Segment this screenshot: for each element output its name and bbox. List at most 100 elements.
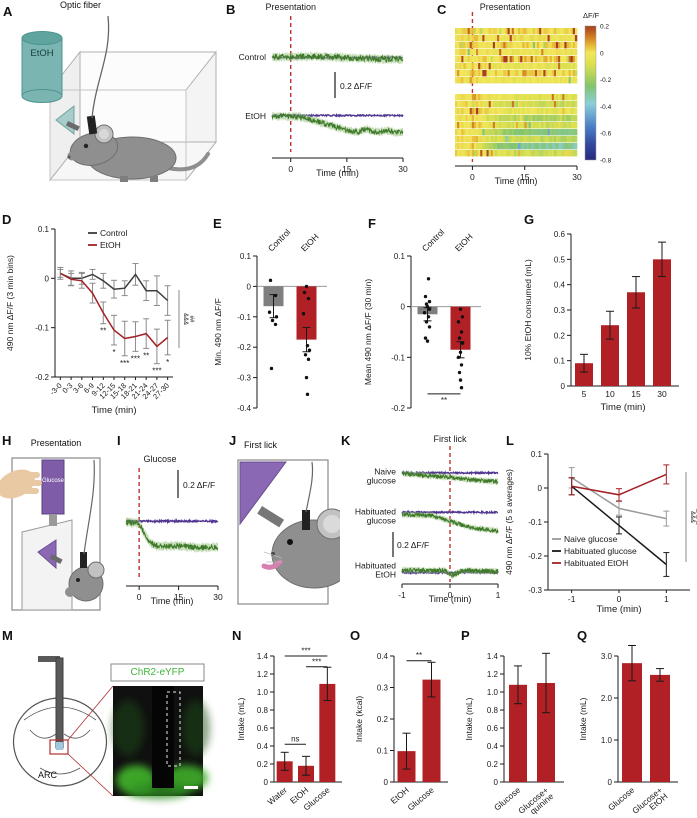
svg-text:0.6: 0.6 (554, 230, 566, 239)
panel-q: 0 1.0 2.0 3.0 Intake (mL) Glucose Glucose+EtOH (572, 628, 697, 818)
svg-text:1.4: 1.4 (257, 652, 269, 661)
panel-k-traces-chart: First lick Naive glucose Habituated glucose H… (355, 434, 501, 604)
svg-text:15: 15 (520, 172, 530, 182)
svg-text:EtOH: EtOH (100, 240, 121, 250)
svg-text:-0.8: -0.8 (600, 158, 612, 165)
svg-text:-0.6: -0.6 (600, 131, 612, 138)
svg-text:0.2 ΔF/F: 0.2 ΔF/F (397, 540, 429, 550)
scale-bar (184, 786, 198, 789)
svg-text:Control: Control (239, 52, 267, 62)
panel-label-e: E (213, 216, 222, 231)
presentation-illustration (0, 457, 105, 611)
svg-text:0.2: 0.2 (377, 715, 389, 724)
svg-text:Habituated glucose: Habituated glucose (564, 546, 637, 556)
svg-text:0.4: 0.4 (257, 742, 269, 751)
svg-text:Presentation: Presentation (480, 2, 531, 12)
optic-fiber-label: Optic fiber (60, 0, 102, 10)
svg-text:0.4: 0.4 (487, 742, 499, 751)
svg-text:0.5: 0.5 (554, 255, 566, 264)
svg-text:Habituated EtOH: Habituated EtOH (564, 558, 628, 568)
svg-text:1: 1 (496, 590, 501, 600)
arc-zoom-box (49, 739, 69, 755)
svg-text:0.2: 0.2 (554, 331, 566, 340)
svg-text:***: *** (301, 647, 310, 656)
svg-text:-0.4: -0.4 (600, 104, 612, 111)
svg-text:Mean 490 nm ΔF/F (30 min): Mean 490 nm ΔF/F (30 min) (363, 279, 373, 385)
svg-text:Intake (mL): Intake (mL) (464, 697, 474, 740)
panel-label-m: M (2, 628, 13, 643)
svg-text:1.0: 1.0 (257, 688, 269, 697)
svg-text:30: 30 (657, 389, 667, 399)
svg-text:0.1: 0.1 (394, 252, 406, 261)
svg-text:0.1: 0.1 (554, 357, 566, 366)
svg-text:***: *** (152, 367, 161, 376)
panel-label-o: O (350, 628, 361, 643)
svg-text:0: 0 (45, 274, 50, 283)
svg-text:-0.3: -0.3 (528, 586, 542, 595)
svg-text:0.1: 0.1 (38, 225, 50, 234)
svg-text:First lick: First lick (434, 434, 467, 444)
svg-text:0.2: 0.2 (257, 760, 269, 769)
panel-i: Glucose 0.2 ΔF/F 0 15 30 Time (min) (112, 432, 238, 628)
svg-text:-0.4: -0.4 (237, 404, 251, 413)
etoh-bottle (21, 37, 63, 97)
svg-text:Control: Control (266, 227, 293, 254)
panel-label-j: J (229, 433, 237, 448)
fiber-track (166, 691, 181, 767)
svg-text:*: * (112, 348, 115, 357)
panel-c-heatmap-chart: Presentation 0 15 30 Time (min) ΔF/F0.2 0 -0.2 -… (455, 2, 612, 186)
panel-j: First lick (228, 432, 340, 628)
svg-text:Time (min): Time (min) (596, 604, 641, 615)
panel-e-bar-chart: 0.1 0 -0.1 -0.2 -0.3 -0.4 Min. 490 nm ΔF/F Cont… (213, 227, 327, 413)
svg-text:&&&: &&& (689, 511, 695, 523)
svg-text:0.1: 0.1 (531, 450, 543, 459)
presentation-title: Presentation (30, 438, 82, 448)
svg-text:*: * (166, 358, 169, 367)
svg-text:-0.1: -0.1 (35, 324, 49, 333)
svg-text:490 nm ΔF/F (5 s averages): 490 nm ΔF/F (5 s averages) (504, 469, 514, 575)
svg-text:0: 0 (264, 778, 269, 787)
panel-label-k: K (341, 433, 351, 448)
mouse-eye (83, 143, 89, 149)
svg-text:Glucose: Glucose (143, 454, 176, 464)
svg-text:10: 10 (605, 389, 615, 399)
svg-text:0: 0 (448, 590, 453, 600)
svg-text:0: 0 (494, 778, 499, 787)
svg-text:0.3: 0.3 (377, 684, 389, 693)
fiber-cable (91, 15, 110, 119)
glucose-bottle (41, 459, 65, 515)
svg-text:**: ** (416, 651, 422, 660)
panel-label-f: F (368, 216, 376, 231)
svg-text:1.4: 1.4 (487, 652, 499, 661)
panel-o: 0 0.1 0.2 0.3 0.4 Intake (kcal) EtOH Glucose ** (348, 628, 458, 818)
svg-text:-0.3: -0.3 (237, 374, 251, 383)
first-lick-title: First lick (244, 440, 277, 450)
svg-text:Glucose+quinine: Glucose+quinine (516, 785, 555, 818)
svg-text:-0.2: -0.2 (35, 373, 49, 382)
svg-text:0.2: 0.2 (487, 760, 499, 769)
svg-text:-0.1: -0.1 (391, 353, 405, 362)
panel-label-q: Q (577, 628, 588, 643)
svg-text:-0.2: -0.2 (528, 552, 542, 561)
svg-text:30: 30 (398, 164, 408, 174)
svg-text:Control: Control (100, 228, 128, 238)
glucose-bottle-label: Glucose (42, 478, 65, 484)
svg-text:30: 30 (213, 592, 223, 602)
panel-a: Optic fiber EtOH (0, 0, 222, 196)
svg-text:@@@: @@@ (695, 508, 697, 526)
panel-p-bar-chart: 0 0.2 0.4 0.6 0.8 1.0 1.2 1.4 Intake (mL) Glucose… (464, 652, 564, 818)
svg-text:0: 0 (401, 303, 406, 312)
port-icon (37, 539, 57, 570)
svg-text:0: 0 (600, 50, 604, 57)
panel-label-a: A (3, 4, 13, 19)
svg-text:***: *** (120, 359, 129, 368)
svg-text:Time (min): Time (min) (316, 168, 359, 178)
svg-text:-0.1: -0.1 (528, 518, 542, 527)
panel-g: 0 0.1 0.2 0.3 0.4 0.5 0.6 10% EtOH consumed (mL… (515, 200, 697, 432)
panel-b-traces-chart: Presentation Control EtOH 0.2 ΔF/F 0 15 30 Time… (239, 2, 408, 178)
panel-m: ChR2-eYFP ARC (0, 628, 230, 818)
panel-d: 0.1 0 -0.1 -0.2 490 nm ΔF/F (3 min bins) -3-0… (0, 200, 205, 432)
